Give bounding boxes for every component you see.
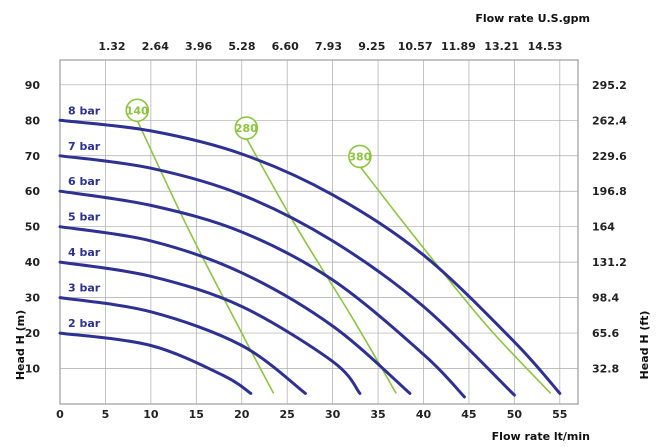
pressure-curve-6-bar xyxy=(58,189,466,399)
x-tick-label: 25 xyxy=(280,408,295,421)
x2-tick-label: 10.57 xyxy=(398,40,433,53)
x-tick-label: 10 xyxy=(143,408,159,421)
pressure-curve-5-bar xyxy=(58,225,412,395)
y-tick-label: 40 xyxy=(25,256,41,269)
y2-axis-title: Head H (ft) xyxy=(638,311,651,380)
speed-badge xyxy=(348,144,372,169)
x2-tick-label: 6.60 xyxy=(272,40,299,53)
y-tick-label: 10 xyxy=(25,363,41,376)
x-tick-label: 0 xyxy=(56,408,64,421)
speed-badge-label: 140 xyxy=(126,104,149,117)
speed-line-280 xyxy=(245,137,397,394)
speed-badge xyxy=(234,116,259,140)
y2-tick-label: 32.8 xyxy=(592,363,619,376)
y-axis-title: Head H (m) xyxy=(14,310,27,380)
y2-tick-label: 164 xyxy=(592,221,615,234)
x2-tick-label: 2.64 xyxy=(142,40,169,53)
x2-axis-title: Flow rate U.S.gpm xyxy=(475,12,590,25)
speed-badge xyxy=(125,98,150,123)
pressure-curve-label: 3 bar xyxy=(68,282,101,295)
y-tick-label: 90 xyxy=(25,79,41,92)
y-tick-label: 20 xyxy=(25,327,41,340)
x-tick-label: 5 xyxy=(102,408,110,421)
pressure-curve-label: 5 bar xyxy=(68,211,101,224)
x-tick-label: 50 xyxy=(507,408,523,421)
x2-tick-label: 13.21 xyxy=(484,40,519,53)
y-tick-label: 30 xyxy=(25,292,41,305)
x-tick-label: 35 xyxy=(370,408,385,421)
y2-tick-label: 196.8 xyxy=(592,185,627,198)
x-tick-label: 55 xyxy=(552,408,567,421)
x-tick-label: 40 xyxy=(416,408,432,421)
y2-tick-label: 262.4 xyxy=(592,114,627,127)
speed-line-140 xyxy=(136,119,275,394)
y-tick-label: 80 xyxy=(25,114,41,127)
y2-tick-label: 65.6 xyxy=(592,327,619,340)
x2-tick-label: 5.28 xyxy=(228,40,255,53)
pressure-curve-label: 4 bar xyxy=(68,246,101,259)
y2-tick-label: 295.2 xyxy=(592,79,627,92)
x2-tick-label: 9.25 xyxy=(358,40,385,53)
x2-tick-label: 3.96 xyxy=(185,40,212,53)
pressure-curve-label: 7 bar xyxy=(68,140,101,153)
y-tick-label: 70 xyxy=(25,150,41,163)
x-tick-label: 15 xyxy=(189,408,204,421)
y-tick-label: 60 xyxy=(25,185,41,198)
speed-badge-label: 380 xyxy=(348,150,371,163)
pressure-curve-2-bar xyxy=(58,331,253,395)
x2-tick-label: 7.93 xyxy=(315,40,342,53)
y-tick-label: 50 xyxy=(25,221,41,234)
x-tick-label: 20 xyxy=(234,408,250,421)
pressure-curve-label: 6 bar xyxy=(68,175,101,188)
y2-tick-label: 131.2 xyxy=(592,256,627,269)
pressure-curve-3-bar xyxy=(58,296,307,395)
x2-tick-label: 11.89 xyxy=(441,40,476,53)
x-tick-label: 30 xyxy=(325,408,341,421)
speed-line-380 xyxy=(359,165,552,394)
pressure-curve-4-bar xyxy=(58,260,362,395)
pressure-curve-label: 8 bar xyxy=(68,104,101,117)
x2-tick-label: 1.32 xyxy=(98,40,125,53)
pressure-curve-8-bar xyxy=(58,118,562,395)
x-axis-title: Flow rate lt/min xyxy=(492,430,590,443)
y2-tick-label: 229.6 xyxy=(592,150,627,163)
x-tick-label: 45 xyxy=(461,408,476,421)
pressure-curve-label: 2 bar xyxy=(68,317,101,330)
speed-badge-label: 280 xyxy=(235,122,258,135)
x2-tick-label: 14.53 xyxy=(528,40,563,53)
y2-tick-label: 98.4 xyxy=(592,292,619,305)
pressure-curve-7-bar xyxy=(58,154,516,397)
